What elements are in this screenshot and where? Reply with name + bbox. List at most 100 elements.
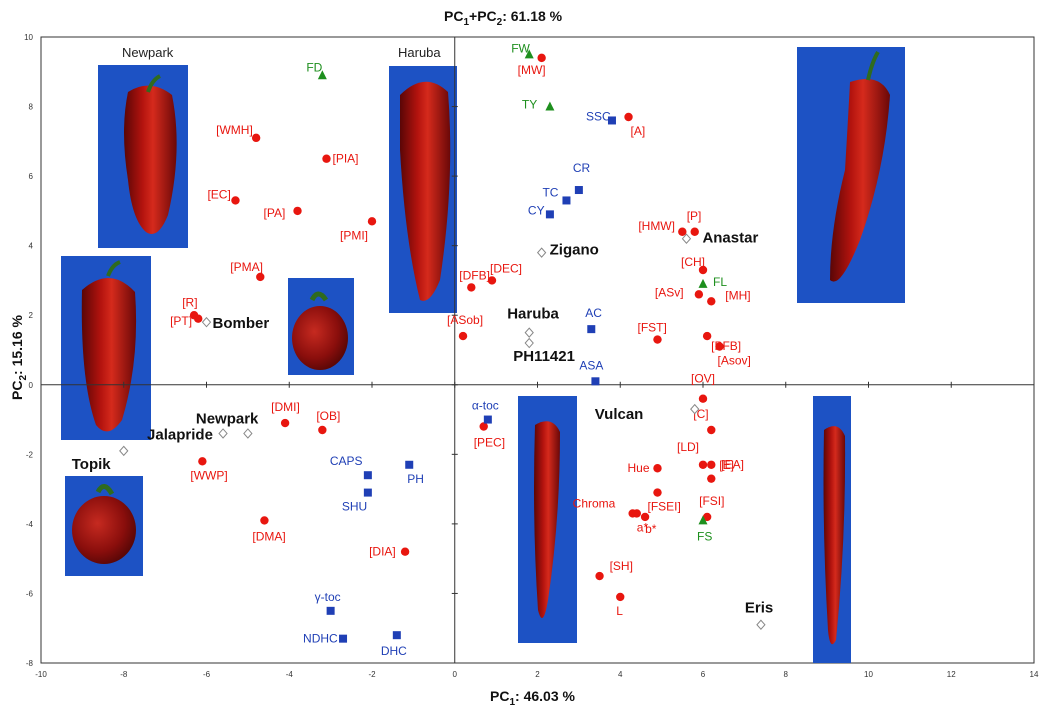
point-mw [537, 53, 546, 63]
point-label-ld: [LD] [677, 440, 699, 454]
point-label-mh: [MH] [725, 288, 750, 302]
pepper-photo-vulcan [518, 396, 577, 643]
point-label-pt: [PT] [170, 314, 192, 328]
point-wwp [198, 457, 207, 466]
point-label-a: [A] [631, 124, 646, 138]
point-label-caps: CAPS [330, 454, 363, 468]
point-hmw [678, 227, 687, 236]
point-zigano [536, 247, 547, 258]
point-label-newpark: Newpark [196, 410, 259, 427]
point-label-fw: FW [511, 41, 530, 55]
pepper-photo-jalapride [61, 256, 151, 440]
point-label-fst: [FST] [637, 321, 666, 335]
point-label-dhc: DHC [381, 644, 407, 658]
point-label-hue: Hue [627, 461, 649, 475]
y-tick-label: 0 [29, 381, 34, 390]
y-tick-label: 4 [29, 242, 34, 251]
point-ac [587, 325, 596, 334]
pepper-photo-newpark-top [98, 65, 188, 248]
pepper-photo-eris [813, 396, 851, 663]
point-label-pmi: [PMI] [340, 228, 368, 242]
point-pfb [702, 331, 712, 341]
x-tick-label: -6 [203, 670, 211, 679]
x-tick-label: -10 [35, 670, 47, 679]
point-ndhc [339, 634, 348, 643]
point-label-b: b* [645, 522, 657, 536]
point-dec [487, 276, 497, 285]
x-axis-label: PC1: 46.03 % [490, 688, 575, 707]
point-cr [574, 186, 583, 195]
point-jalapride [218, 428, 228, 439]
point-tc [562, 196, 571, 205]
point-label-haruba: Haruba [507, 306, 559, 323]
point-toc [326, 606, 335, 615]
point-newpark [243, 428, 253, 439]
y-tick-label: -6 [26, 589, 34, 598]
point-label-ty: TY [522, 98, 537, 112]
point-ch [698, 265, 708, 275]
point-label-ov: [OV] [691, 372, 715, 386]
x-tick-label: 14 [1030, 670, 1039, 679]
point-ec [231, 196, 240, 205]
point-ld [698, 460, 708, 469]
point-ph11421 [524, 337, 534, 349]
point-pia [322, 154, 331, 163]
point-label-ob: [OB] [316, 409, 340, 423]
point-label-asv: [ASv] [655, 285, 684, 299]
point-label-ac: AC [585, 306, 602, 320]
point-caps [363, 471, 372, 480]
point-ssc [607, 116, 616, 125]
point-toc [483, 415, 492, 424]
pepper-photo-anastar [797, 47, 905, 303]
point-label-asa: ASA [579, 358, 603, 372]
point-label-asob: [ASob] [447, 313, 483, 327]
points-layer: [MW] [A] [WMH] [PIA] [EC] [PA] [PMI] [HMW] [P] [P… [72, 41, 774, 658]
point-label-ph: PH [407, 472, 424, 486]
point-bomber [201, 316, 212, 328]
point-label-hmw: [HMW] [638, 219, 675, 233]
point-label-a: a* [637, 520, 649, 534]
point-label-zigano: Zigano [550, 242, 599, 259]
point-l [616, 592, 625, 602]
point-label-l: L [616, 604, 623, 618]
point-shu [363, 488, 372, 497]
point-dfb [467, 283, 476, 292]
point-label-pma: [PMA] [230, 260, 263, 274]
point-label-dia: [DIA] [369, 545, 396, 559]
point-haruba [524, 327, 534, 338]
y-tick-label: -4 [26, 520, 34, 529]
pepper-photo-bomber [288, 278, 354, 375]
point-label-fd: FD [306, 60, 322, 74]
point-pt [189, 311, 199, 320]
point-wmh [251, 133, 261, 143]
point-label-vulcan: Vulcan [595, 406, 644, 423]
point-label-topik: Topik [72, 456, 112, 473]
point-label-ea: [EA] [721, 458, 744, 472]
point-fl [698, 278, 708, 288]
x-tick-label: -2 [368, 670, 376, 679]
chart-title: PC1+PC2: 61.18 % [444, 8, 563, 28]
point-pa [293, 206, 302, 216]
point-label-ch: [CH] [681, 255, 705, 269]
point-a [632, 509, 641, 518]
x-tick-label: 10 [864, 670, 873, 679]
point-a [624, 112, 633, 122]
point-label-shu: SHU [342, 500, 367, 514]
point-label-r: [R] [182, 296, 197, 310]
point-label-jalapride: Jalapride [147, 426, 213, 443]
point-dia [400, 547, 410, 556]
point-label-fsi: [FSI] [699, 494, 724, 508]
x-tick-label: -8 [120, 670, 128, 679]
point-cy [545, 210, 554, 219]
point-dma [260, 516, 269, 525]
point-label-dfb: [DFB] [459, 268, 490, 282]
point-label-asov: [Asov] [718, 354, 751, 368]
image-label-haruba: Haruba [398, 45, 441, 60]
point-label-anastar: Anastar [702, 230, 758, 247]
point-label-wmh: [WMH] [216, 123, 253, 137]
point-label-p: [P] [687, 209, 702, 223]
point-label-pec: [PEC] [474, 436, 505, 450]
point-dmi [280, 418, 290, 428]
point-hue [653, 464, 662, 473]
point-label-ph11421: PH11421 [513, 348, 575, 365]
